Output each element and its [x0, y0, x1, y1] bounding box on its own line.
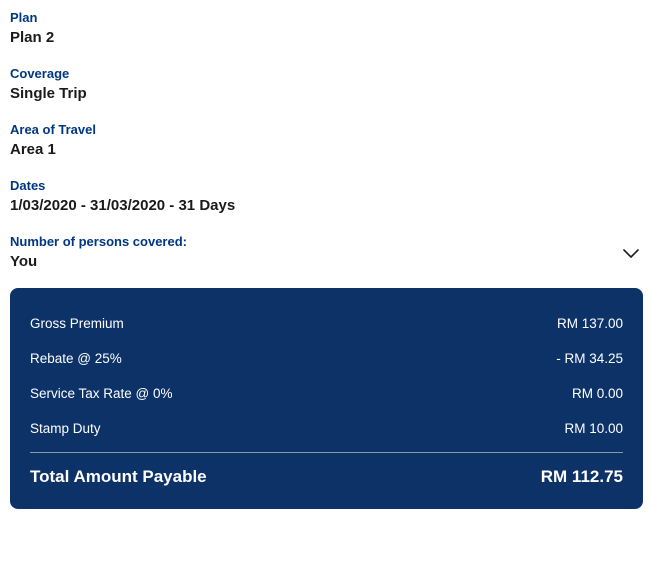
dates-label: Dates: [10, 178, 643, 193]
summary-row-service-tax: Service Tax Rate @ 0% RM 0.00: [30, 376, 623, 411]
persons-value: You: [10, 253, 623, 270]
premium-summary-card: Gross Premium RM 137.00 Rebate @ 25% - R…: [10, 288, 643, 509]
summary-divider: [30, 452, 623, 453]
dates-field: Dates 1/03/2020 - 31/03/2020 - 31 Days: [10, 178, 643, 214]
summary-row-rebate: Rebate @ 25% - RM 34.25: [30, 341, 623, 376]
persons-label: Number of persons covered:: [10, 234, 623, 249]
summary-value: - RM 34.25: [556, 351, 623, 366]
plan-value: Plan 2: [10, 29, 643, 46]
summary-label: Service Tax Rate @ 0%: [30, 386, 173, 401]
summary-row-stamp-duty: Stamp Duty RM 10.00: [30, 411, 623, 446]
summary-total-row: Total Amount Payable RM 112.75: [30, 455, 623, 487]
area-field: Area of Travel Area 1: [10, 122, 643, 158]
total-label: Total Amount Payable: [30, 467, 207, 487]
summary-value: RM 10.00: [564, 421, 623, 436]
area-value: Area 1: [10, 141, 643, 158]
coverage-label: Coverage: [10, 66, 643, 81]
persons-field: Number of persons covered: You: [10, 234, 643, 270]
chevron-down-icon: [623, 249, 639, 259]
summary-label: Rebate @ 25%: [30, 351, 122, 366]
coverage-value: Single Trip: [10, 85, 643, 102]
dates-value: 1/03/2020 - 31/03/2020 - 31 Days: [10, 197, 643, 214]
persons-expand-toggle[interactable]: [623, 234, 643, 264]
area-label: Area of Travel: [10, 122, 643, 137]
plan-field: Plan Plan 2: [10, 10, 643, 46]
summary-row-gross-premium: Gross Premium RM 137.00: [30, 306, 623, 341]
coverage-field: Coverage Single Trip: [10, 66, 643, 102]
total-value: RM 112.75: [541, 467, 623, 487]
summary-value: RM 137.00: [557, 316, 623, 331]
plan-label: Plan: [10, 10, 643, 25]
summary-value: RM 0.00: [572, 386, 623, 401]
summary-label: Gross Premium: [30, 316, 124, 331]
summary-label: Stamp Duty: [30, 421, 101, 436]
